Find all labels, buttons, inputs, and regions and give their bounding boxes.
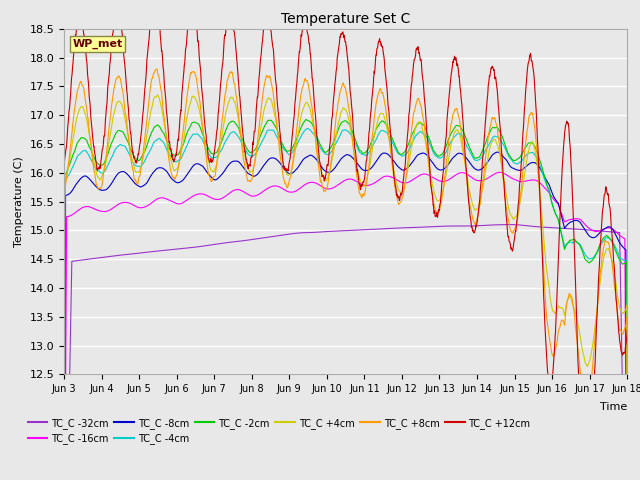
TC_C -16cm — [589, 228, 597, 234]
TC_C -32cm — [589, 228, 597, 233]
TC_C -32cm — [217, 240, 225, 246]
TC_C +12cm — [509, 243, 517, 249]
Text: WP_met: WP_met — [72, 39, 123, 49]
TC_C -2cm — [362, 149, 370, 155]
TC_C -16cm — [362, 182, 370, 188]
TC_C -8cm — [589, 235, 597, 240]
TC_C +8cm — [218, 125, 225, 131]
TC_C +8cm — [509, 228, 517, 233]
TC_C -8cm — [362, 168, 370, 173]
TC_C +4cm — [374, 116, 382, 121]
TC_C -4cm — [589, 254, 597, 260]
TC_C -4cm — [217, 148, 225, 154]
TC_C +4cm — [218, 137, 225, 143]
TC_C -32cm — [362, 227, 370, 232]
TC_C +8cm — [362, 182, 370, 188]
TC_C -16cm — [509, 176, 517, 182]
TC_C -4cm — [509, 159, 517, 165]
TC_C -2cm — [302, 117, 310, 122]
Line: TC_C -2cm: TC_C -2cm — [64, 120, 627, 480]
TC_C -2cm — [589, 256, 597, 262]
Legend: TC_C -32cm, TC_C -16cm, TC_C -8cm, TC_C -4cm, TC_C -2cm, TC_C +4cm, TC_C +8cm, T: TC_C -32cm, TC_C -16cm, TC_C -8cm, TC_C … — [24, 414, 534, 448]
TC_C -2cm — [217, 140, 225, 146]
TC_C +4cm — [589, 338, 597, 344]
TC_C +12cm — [374, 39, 382, 45]
TC_C -32cm — [374, 226, 382, 232]
TC_C -2cm — [374, 123, 382, 129]
TC_C -32cm — [574, 226, 582, 232]
TC_C -8cm — [217, 172, 225, 178]
TC_C +12cm — [218, 75, 225, 81]
TC_C +4cm — [509, 216, 517, 222]
Line: TC_C +8cm: TC_C +8cm — [64, 69, 627, 480]
TC_C -16cm — [574, 216, 582, 222]
Line: TC_C -4cm: TC_C -4cm — [64, 129, 627, 480]
Line: TC_C -8cm: TC_C -8cm — [64, 152, 627, 480]
TC_C +12cm — [623, 328, 631, 334]
TC_C -8cm — [493, 149, 501, 155]
TC_C +8cm — [153, 66, 161, 72]
Line: TC_C +4cm: TC_C +4cm — [64, 95, 627, 480]
TC_C -16cm — [217, 196, 225, 202]
TC_C +12cm — [589, 396, 597, 402]
Y-axis label: Temperature (C): Temperature (C) — [14, 156, 24, 247]
TC_C -16cm — [374, 178, 382, 183]
TC_C +12cm — [362, 159, 370, 165]
TC_C -8cm — [574, 218, 582, 224]
TC_C -8cm — [509, 166, 517, 171]
Line: TC_C +12cm: TC_C +12cm — [64, 2, 627, 480]
TC_C -16cm — [496, 169, 504, 175]
TC_C +12cm — [150, 0, 158, 5]
TC_C -4cm — [574, 240, 582, 245]
TC_C +12cm — [574, 349, 582, 355]
TC_C -4cm — [304, 126, 312, 132]
Text: Time: Time — [600, 402, 627, 412]
TC_C -32cm — [506, 222, 514, 228]
TC_C +12cm — [60, 163, 68, 169]
TC_C -8cm — [374, 156, 382, 162]
TC_C +8cm — [574, 344, 582, 349]
TC_C +8cm — [374, 91, 382, 96]
TC_C +8cm — [589, 355, 597, 360]
Title: Temperature Set C: Temperature Set C — [281, 12, 410, 26]
TC_C +4cm — [574, 320, 582, 326]
TC_C -4cm — [362, 152, 370, 158]
TC_C +4cm — [154, 92, 161, 98]
TC_C -2cm — [509, 158, 517, 164]
Line: TC_C -32cm: TC_C -32cm — [64, 225, 627, 480]
TC_C +4cm — [362, 178, 370, 183]
Line: TC_C -16cm: TC_C -16cm — [64, 172, 627, 480]
TC_C -32cm — [509, 222, 517, 228]
TC_C -2cm — [574, 240, 582, 246]
TC_C -4cm — [374, 132, 382, 137]
